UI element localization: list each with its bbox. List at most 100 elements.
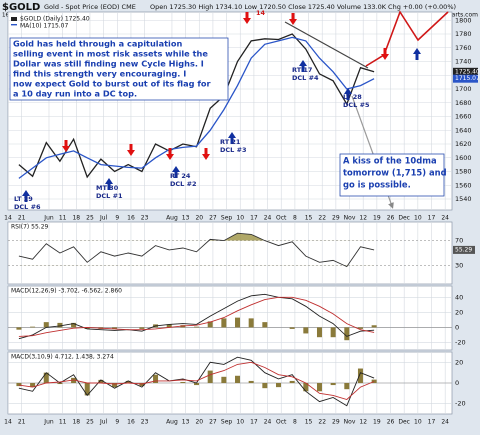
price-tag-label: 1715.07: [455, 75, 480, 82]
decoration: [243, 12, 251, 24]
note-text: go is possible.: [343, 180, 411, 190]
x-tick-label: 10: [414, 215, 422, 222]
decoration: [22, 190, 30, 202]
y-tick-label: 1760: [455, 44, 472, 52]
histogram-bar: [248, 318, 254, 328]
x-tick-label: 26: [387, 215, 395, 222]
note-text: tomorrow (1,715) and: [343, 168, 447, 178]
plot: [8, 286, 452, 350]
histogram-bar: [344, 383, 350, 390]
x-tick-label: Jul: [99, 215, 108, 222]
x-tick-label: 17: [428, 419, 436, 426]
price-tag: [453, 74, 478, 83]
series-line: [18, 293, 375, 340]
histogram-bar: [357, 368, 363, 383]
series-line: [18, 361, 375, 401]
quote: Open 1725.30 High 1734.10 Low 1720.50 Cl…: [150, 3, 456, 11]
histogram-bar: [316, 383, 322, 392]
histogram-bar: [71, 377, 77, 383]
x-tick-label: 23: [141, 419, 149, 426]
x-tick-label: Oct: [276, 419, 287, 426]
annotation: RT 24: [170, 172, 191, 180]
chart-subtitle: Gold - Spot Price (EOD) CME: [44, 3, 136, 11]
x-tick-label: 16: [127, 215, 135, 222]
histogram-bar: [16, 383, 22, 387]
note-text: a 10 day run into a DC top.: [13, 89, 137, 99]
x-tick-label: Jun: [43, 215, 54, 222]
histogram-bar: [139, 383, 145, 387]
x-tick-label: 29: [332, 419, 340, 426]
y-tick-label: 0: [455, 379, 459, 387]
decoration: [9, 37, 229, 101]
histogram-bar: [275, 383, 281, 388]
y-tick-label: 1600: [455, 154, 472, 162]
x-tick-label: 15: [305, 419, 313, 426]
note-text: A kiss of the 10dma: [343, 156, 437, 166]
histogram-bar: [43, 322, 49, 328]
x-tick-label: 22: [318, 215, 326, 222]
y-tick-label: 1740: [455, 58, 472, 66]
note-text: Gold has held through a capitulation: [13, 39, 182, 49]
rsi-fill: [208, 233, 265, 241]
legend-label: $GOLD (Daily) 1725.40: [20, 16, 90, 23]
panel-title: MACD(3,10,9) 4.712, 1.438, 3.274: [11, 354, 114, 361]
y-tick-label: 1540: [455, 195, 472, 203]
x-tick-label: 29: [332, 215, 340, 222]
histogram-bar: [125, 380, 131, 383]
decoration: [284, 21, 369, 69]
x-tick-label: Oct: [276, 215, 287, 222]
histogram-bar: [71, 322, 77, 328]
y-tick-label: 20: [455, 358, 463, 366]
histogram-bar: [235, 317, 241, 328]
y-tick-label: 0: [455, 323, 459, 331]
series-line: [18, 296, 375, 337]
y-tick-label: 1800: [455, 16, 472, 24]
y-tick-label: 1560: [455, 181, 472, 189]
annotation: DCL #2: [170, 180, 197, 188]
histogram-bar: [16, 327, 22, 330]
histogram-bar: [207, 321, 213, 328]
histogram-bar: [289, 380, 295, 383]
decoration: [339, 153, 445, 197]
x-tick-label: Jul: [99, 419, 108, 426]
decoration: [172, 166, 180, 178]
histogram-bar: [207, 370, 213, 383]
histogram-bar: [139, 327, 145, 329]
x-tick-label: 15: [305, 215, 313, 222]
histogram-bar: [357, 327, 363, 329]
histogram-bar: [248, 380, 254, 383]
histogram-bar: [98, 379, 104, 383]
x-tick-label: 21: [18, 419, 26, 426]
value-tag-label: 55.29: [455, 246, 472, 253]
decoration: [365, 10, 449, 67]
legend-swatch: [11, 24, 17, 26]
histogram-bar: [57, 322, 63, 328]
annotation: RT 17: [292, 66, 312, 74]
series-line: [18, 33, 375, 179]
x-tick-label: 10: [236, 419, 244, 426]
x-tick-label: 8: [293, 215, 297, 222]
plot: [8, 222, 452, 284]
histogram-bar: [30, 383, 36, 388]
x-tick-label: 21: [18, 215, 26, 222]
decoration: [299, 60, 307, 72]
x-tick-label: 20: [195, 215, 203, 222]
price-tag-label: 1725.40: [455, 68, 480, 75]
histogram-bar: [262, 322, 268, 328]
histogram-bar: [84, 327, 90, 329]
note-text: Dollar was still finding new Cycle Highs…: [13, 59, 204, 69]
x-tick-label: 17: [428, 215, 436, 222]
x-tick-label: 10: [236, 215, 244, 222]
x-tick-label: 17: [250, 419, 258, 426]
x-tick-label: 24: [264, 215, 272, 222]
decoration: [344, 88, 352, 100]
annotation: LT 28: [343, 93, 362, 101]
annotation: DCL #6: [14, 203, 41, 211]
histogram-bar: [316, 327, 322, 338]
x-tick-label: Sep: [221, 419, 233, 426]
annotation: 14: [256, 9, 266, 17]
annotation: DCL #4: [292, 74, 319, 82]
x-tick-label: 14: [4, 419, 12, 426]
histogram-bar: [194, 383, 200, 386]
